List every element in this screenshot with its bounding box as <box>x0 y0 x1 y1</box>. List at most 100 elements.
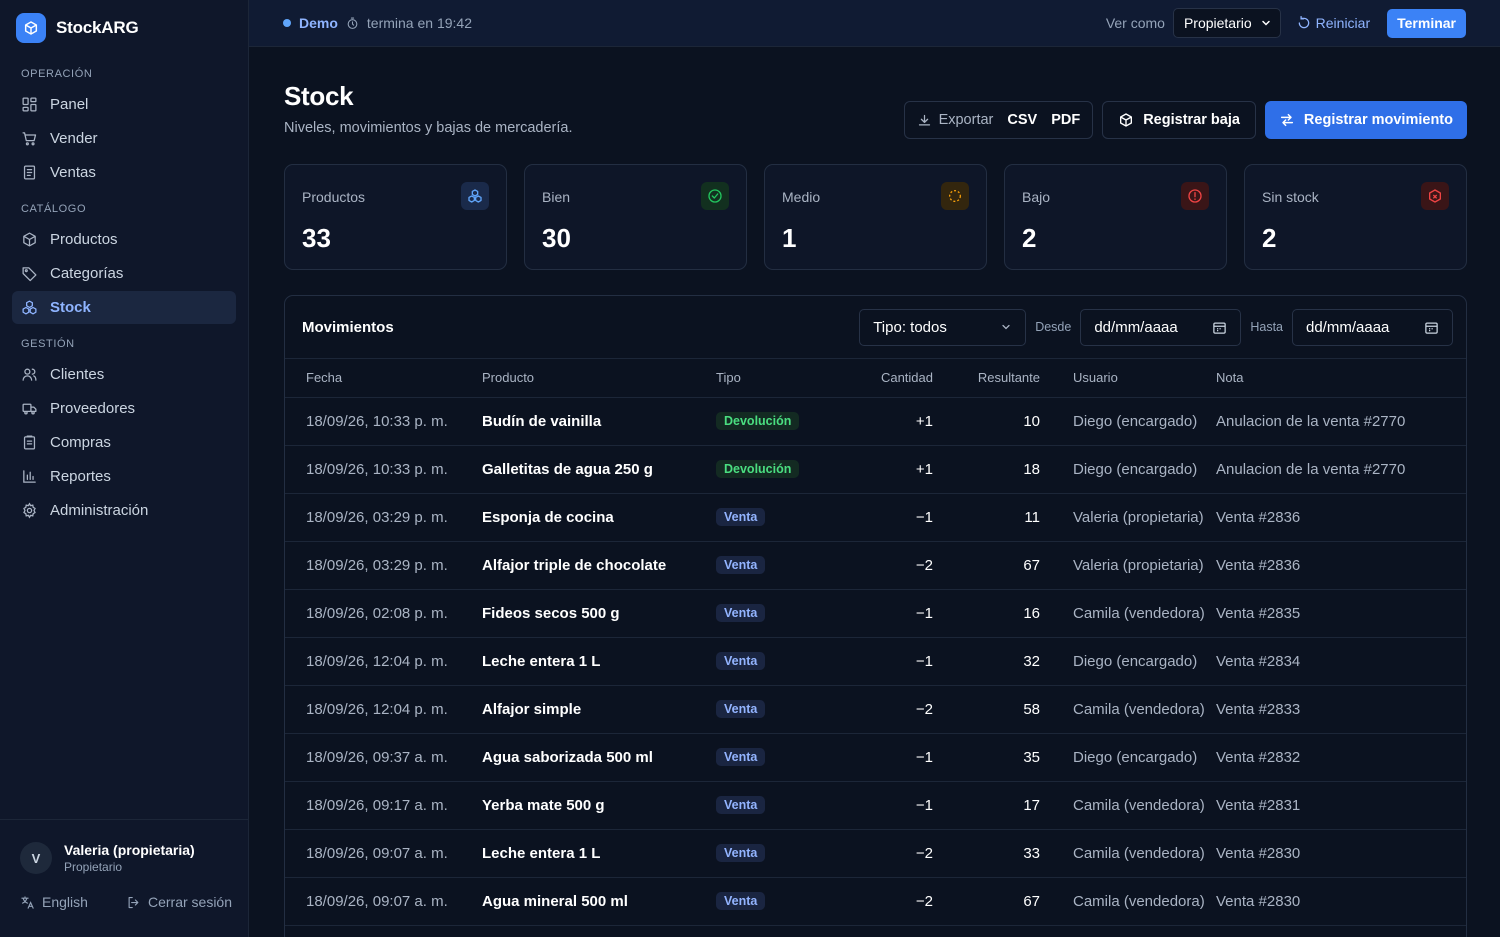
cell-tipo: Devolución <box>716 445 826 494</box>
cell-resultante: 35 <box>933 733 1040 782</box>
table-row[interactable]: 18/09/26, 03:29 p. m. Alfajor triple de c… <box>285 541 1466 590</box>
sidebar-item-label: Ventas <box>50 164 96 181</box>
cell-cantidad: −1 <box>826 733 933 782</box>
column-header-cantidad[interactable]: Cantidad <box>826 359 933 398</box>
sidebar-item-label: Proveedores <box>50 400 136 417</box>
cell-usuario: Valeria (propietaria) <box>1040 493 1216 542</box>
table-row[interactable]: 18/09/26, 12:04 p. m. Leche entera 1 L Ven… <box>285 637 1466 686</box>
user-card[interactable]: V Valeria (propietaria) Propietario <box>20 842 232 874</box>
stat-card-medio: Medio 1 <box>764 164 987 270</box>
stat-card-sin-stock: Sin stock 2 <box>1244 164 1467 270</box>
sidebar: StockARG OPERACIÓN Panel Vender Ventas C… <box>0 0 249 937</box>
sidebar-item-proveedores[interactable]: Proveedores <box>12 392 236 425</box>
brand[interactable]: StockARG <box>0 0 248 56</box>
sidebar-item-administracion[interactable]: Administración <box>12 494 236 527</box>
stat-value: 2 <box>1022 223 1037 253</box>
stat-value: 30 <box>542 223 571 253</box>
sidebar-item-clientes[interactable]: Clientes <box>12 358 236 391</box>
cell-cantidad: +1 <box>826 397 933 446</box>
table-row[interactable]: 18/09/26, 09:17 a. m. Yerba mate 500 g Ven… <box>285 781 1466 830</box>
cell-tipo: Venta <box>716 877 826 926</box>
table-row[interactable]: 18/09/26, 10:33 p. m. Budín de vainilla De… <box>285 397 1466 446</box>
type-badge: Venta <box>716 508 766 526</box>
cell-fecha: 18/09/26, 09:17 a. m. <box>285 781 482 830</box>
cell-usuario: Diego (encargado) <box>1040 733 1216 782</box>
sidebar-item-ventas[interactable]: Ventas <box>12 156 236 189</box>
column-header-usuario[interactable]: Usuario <box>1040 359 1216 398</box>
sidebar-item-reportes[interactable]: Reportes <box>12 460 236 493</box>
to-date-input[interactable]: dd/mm/aaaa <box>1292 308 1453 346</box>
cell-nota: Venta #2830 <box>1216 877 1466 926</box>
view-as-select[interactable]: Propietario <box>1172 8 1281 38</box>
sidebar-item-label: Productos <box>50 231 118 248</box>
calendar-icon[interactable] <box>1212 320 1227 335</box>
cell-usuario: Diego (encargado) <box>1040 637 1216 686</box>
to-label: Hasta <box>1250 320 1283 334</box>
cell-nota: Anulacion de la venta #2770 <box>1216 397 1466 446</box>
cell-fecha: 18/09/26, 12:04 p. m. <box>285 685 482 734</box>
cell-cantidad: −2 <box>826 877 933 926</box>
finish-demo-button[interactable]: Terminar <box>1387 8 1466 38</box>
register-movement-button[interactable]: Registrar movimiento <box>1264 101 1467 139</box>
type-badge: Venta <box>716 652 766 670</box>
column-header-fecha[interactable]: Fecha <box>285 359 482 398</box>
stat-label: Sin stock <box>1262 189 1319 205</box>
cell-cantidad: +1 <box>826 445 933 494</box>
table-row[interactable]: 18/09/26, 12:04 p. m. Alfajor simple Venta… <box>285 685 1466 734</box>
logout-button[interactable]: Cerrar sesión <box>126 894 232 910</box>
sidebar-item-vender[interactable]: Vender <box>12 122 236 155</box>
cell-usuario: Diego (encargado) <box>1040 445 1216 494</box>
register-loss-button[interactable]: Registrar baja <box>1102 101 1256 139</box>
view-as-label: Ver como <box>1105 15 1165 31</box>
table-row[interactable]: 18/09/26, 10:33 p. m. Galletitas de agua … <box>285 445 1466 494</box>
cart-icon <box>22 132 37 146</box>
cell-cantidad: −1 <box>826 589 933 638</box>
sidebar-item-categorias[interactable]: Categorías <box>12 257 236 290</box>
dashboard-icon <box>22 97 37 112</box>
type-filter-select[interactable]: Tipo: todos <box>859 308 1027 346</box>
cell-resultante: 10 <box>933 397 1040 446</box>
reset-button[interactable]: Reiniciar <box>1297 15 1370 31</box>
view-as-value: Propietario <box>1183 15 1252 31</box>
calendar-icon[interactable] <box>1424 320 1439 335</box>
from-date-input[interactable]: dd/mm/aaaa <box>1080 308 1242 346</box>
cell-tipo: Venta <box>716 685 826 734</box>
table-row[interactable]: 18/09/26, 09:37 a. m. Agua saborizada 500… <box>285 733 1466 782</box>
check-circle-icon <box>701 182 729 210</box>
column-header-tipo[interactable]: Tipo <box>716 359 826 398</box>
sidebar-item-compras[interactable]: Compras <box>12 426 236 459</box>
column-header-resultante[interactable]: Resultante <box>933 359 1040 398</box>
cell-producto: Fideos secos 500 g <box>482 589 716 638</box>
timer-icon <box>347 17 358 29</box>
sidebar-item-productos[interactable]: Productos <box>12 223 236 256</box>
table-row[interactable]: 18/09/26, 09:07 a. m. Leche entera 1 L Ven… <box>285 829 1466 878</box>
cell-resultante: 67 <box>933 541 1040 590</box>
cell-cantidad: −1 <box>826 493 933 542</box>
package-minus-icon <box>1120 113 1133 127</box>
cell-producto: Agua saborizada 500 ml <box>482 733 716 782</box>
cell-tipo: Venta <box>716 589 826 638</box>
nav-section-title: OPERACIÓN <box>21 68 93 80</box>
export-label: Exportar <box>938 112 994 128</box>
cell-fecha: 18/09/26, 09:07 a. m. <box>285 829 482 878</box>
page-subtitle: Niveles, movimientos y bajas de mercader… <box>284 120 573 136</box>
column-header-producto[interactable]: Producto <box>482 359 716 398</box>
cell-resultante: 11 <box>933 493 1040 542</box>
column-header-nota[interactable]: Nota <box>1216 359 1466 398</box>
stat-label: Bajo <box>1022 189 1051 205</box>
loader-circle-icon <box>941 182 969 210</box>
cell-resultante: 17 <box>933 781 1040 830</box>
cell-resultante: 16 <box>933 589 1040 638</box>
table-row[interactable]: 18/09/26, 09:07 a. m. Agua mineral 500 ml… <box>285 877 1466 926</box>
cell-fecha: 18/09/26, 02:08 p. m. <box>285 589 482 638</box>
sidebar-item-panel[interactable]: Panel <box>12 88 236 121</box>
export-pdf-button[interactable]: PDF <box>1051 112 1081 128</box>
language-button[interactable]: English <box>20 894 88 910</box>
table-row[interactable]: 18/09/26, 03:29 p. m. Esponja de cocina Ve… <box>285 493 1466 542</box>
cell-usuario: Camila (vendedora) <box>1040 877 1216 926</box>
export-csv-button[interactable]: CSV <box>1007 112 1038 128</box>
cell-producto: Budín de vainilla <box>482 397 716 446</box>
cell-producto: Agua mineral 500 ml <box>482 877 716 926</box>
sidebar-item-stock[interactable]: Stock <box>12 291 236 324</box>
